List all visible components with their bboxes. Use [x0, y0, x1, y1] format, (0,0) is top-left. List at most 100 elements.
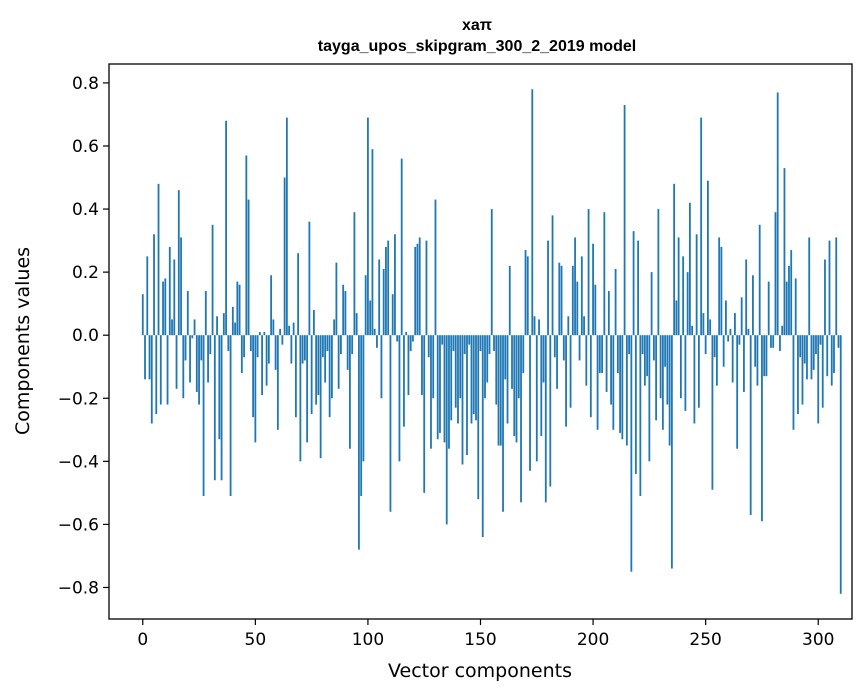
x-tick-label: 250: [689, 630, 721, 650]
bar-217: [630, 335, 633, 572]
bar-109: [387, 240, 390, 336]
bar-232: [664, 335, 667, 367]
bar-159: [499, 335, 502, 446]
bar-83: [328, 335, 331, 418]
bar-86: [335, 262, 338, 336]
bar-42: [236, 281, 239, 336]
bar-144: [466, 335, 468, 456]
bar-97: [360, 335, 363, 497]
bar-38: [227, 335, 230, 351]
bar-30: [209, 335, 212, 355]
bar-225: [648, 335, 651, 462]
bar-249: [702, 313, 705, 336]
chart-subtitle: tayga_upos_skipgram_300_2_2019 model: [318, 38, 636, 55]
bar-169: [522, 335, 525, 374]
bar-233: [666, 335, 669, 405]
bar-116: [403, 335, 405, 427]
bar-170: [524, 250, 527, 336]
bar-153: [486, 335, 489, 383]
bar-40: [231, 306, 234, 336]
bar-183: [553, 335, 556, 358]
bar-16: [177, 190, 180, 336]
x-tick-label: 50: [245, 630, 267, 650]
bar-114: [398, 335, 401, 462]
bar-49: [252, 335, 254, 418]
bar-61: [279, 328, 282, 336]
bar-203: [598, 335, 601, 374]
bar-272: [754, 335, 757, 367]
bar-244: [691, 325, 694, 336]
bar-37: [225, 120, 227, 336]
bar-174: [533, 316, 536, 336]
bar-306: [830, 335, 833, 386]
bar-221: [639, 335, 642, 497]
bar-156: [493, 335, 495, 351]
bar-252: [709, 319, 712, 336]
bar-7: [157, 183, 160, 336]
bar-258: [722, 335, 725, 367]
bar-172: [529, 335, 531, 471]
bar-135: [445, 335, 448, 525]
bar-113: [396, 335, 399, 342]
bar-95: [355, 313, 358, 336]
bar-13: [171, 319, 173, 336]
bar-120: [412, 335, 414, 342]
bar-57: [270, 275, 273, 336]
bar-27: [202, 335, 205, 497]
bar-65: [288, 325, 291, 336]
bar-73: [306, 335, 309, 443]
bar-292: [799, 335, 802, 358]
bar-74: [308, 221, 311, 336]
bar-19: [184, 335, 187, 361]
bar-265: [738, 335, 741, 345]
bar-222: [641, 335, 644, 355]
bar-278: [767, 281, 770, 336]
bar-179: [544, 335, 547, 503]
x-tick-label: 100: [352, 630, 384, 650]
bar-266: [740, 297, 743, 336]
bar-143: [463, 335, 466, 355]
bar-195: [580, 256, 583, 336]
bar-164: [511, 335, 513, 389]
bar-33: [216, 316, 218, 336]
bar-229: [657, 209, 660, 336]
y-tick-label: −0.4: [58, 452, 99, 472]
bar-206: [605, 335, 608, 392]
bar-101: [369, 300, 372, 336]
bar-301: [819, 335, 822, 345]
bar-154: [488, 335, 491, 355]
bar-140: [457, 335, 459, 424]
bar-67: [292, 322, 295, 336]
bar-58: [272, 319, 275, 336]
bar-2: [146, 256, 149, 336]
bar-285: [783, 168, 786, 336]
bar-189: [567, 316, 570, 336]
bar-79: [319, 335, 322, 459]
bar-162: [506, 335, 509, 424]
bar-165: [513, 335, 516, 437]
bar-235: [670, 335, 673, 569]
bar-119: [409, 335, 412, 351]
bar-289: [792, 335, 795, 430]
bar-294: [803, 335, 806, 364]
bar-138: [452, 335, 455, 351]
bar-111: [391, 294, 394, 336]
bar-8: [159, 335, 162, 405]
bar-56: [267, 335, 270, 364]
bar-149: [477, 335, 480, 500]
bar-213: [621, 335, 624, 440]
bar-29: [207, 335, 209, 383]
bar-234: [668, 335, 671, 446]
bar-180: [547, 240, 549, 336]
bar-248: [700, 117, 703, 336]
bar-82: [326, 335, 329, 351]
bar-108: [385, 246, 387, 336]
bar-31: [211, 224, 214, 336]
bar-130: [434, 199, 437, 336]
bar-47: [247, 199, 250, 336]
bar-10: [164, 278, 167, 336]
bar-305: [828, 240, 831, 336]
bar-215: [625, 335, 628, 446]
bar-224: [646, 335, 649, 377]
